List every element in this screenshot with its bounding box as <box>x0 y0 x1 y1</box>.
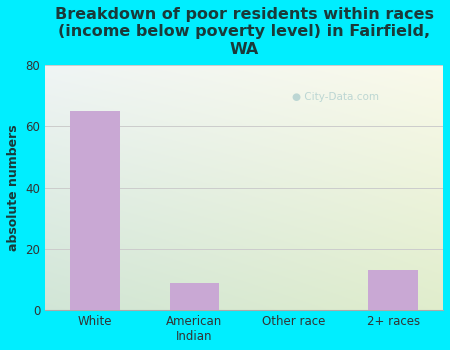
Title: Breakdown of poor residents within races
(income below poverty level) in Fairfie: Breakdown of poor residents within races… <box>54 7 434 57</box>
Text: ● City-Data.com: ● City-Data.com <box>292 92 379 102</box>
Bar <box>170 282 219 310</box>
Bar <box>369 270 418 310</box>
Y-axis label: absolute numbers: absolute numbers <box>7 124 20 251</box>
Bar <box>70 111 120 310</box>
